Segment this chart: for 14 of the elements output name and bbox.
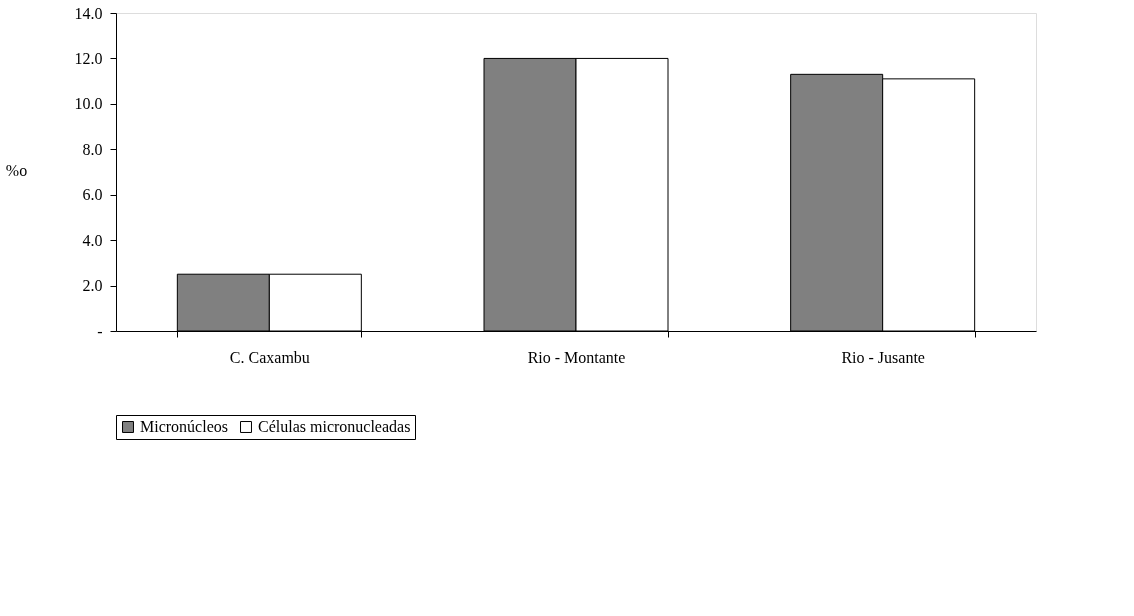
y-tick-label: -: [97, 322, 103, 340]
x-tick-label: C. Caxambu: [229, 348, 310, 366]
y-tick-label: 14.0: [74, 4, 103, 22]
y-tick-label: 10.0: [74, 95, 103, 113]
y-tick-label: 2.0: [82, 277, 103, 295]
y-tick-label: 6.0: [82, 186, 103, 204]
y-tick-label: 12.0: [74, 49, 103, 67]
y-axis-title: %o: [5, 161, 28, 179]
x-tick-label: Rio - Jusante: [841, 348, 925, 366]
y-tick-label: 8.0: [82, 140, 103, 158]
x-tick-label: Rio - Montante: [527, 348, 626, 366]
legend-label: Células micronucleadas: [258, 418, 411, 435]
y-tick-label: 4.0: [82, 231, 103, 249]
legend-label: Micronúcleos: [140, 418, 228, 435]
